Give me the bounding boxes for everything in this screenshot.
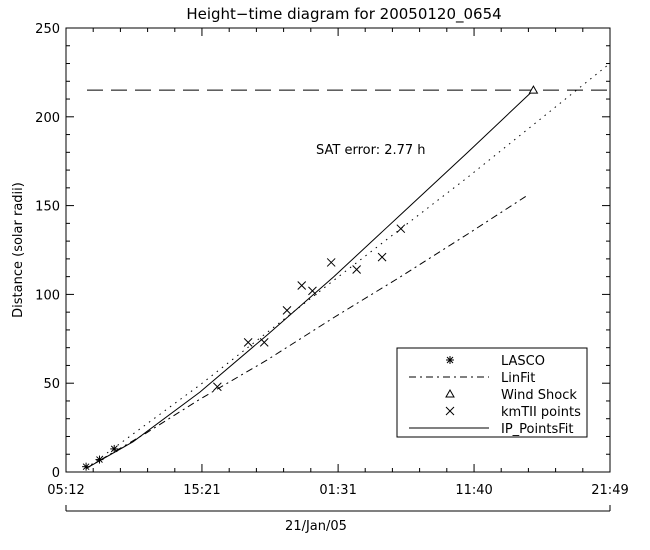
legend-label: LinFit	[501, 371, 535, 386]
x-tick-label: 21:49	[591, 483, 628, 498]
date-axis	[65, 505, 611, 512]
x-tick-label: 01:31	[319, 483, 356, 498]
kmtii-point	[308, 286, 317, 296]
x-tick-label: 05:12	[47, 483, 84, 498]
kmtii-point	[377, 252, 387, 262]
x-axis-label: 21/Jan/05	[285, 519, 347, 534]
kmtii-point	[212, 382, 222, 392]
series-line-linfit	[85, 194, 529, 469]
y-tick-label: 150	[35, 200, 60, 215]
x-tick-label: 11:40	[455, 483, 492, 498]
legend-entry: IP_PointsFit	[409, 422, 573, 437]
data-markers	[82, 85, 539, 471]
y-tick-label: 250	[35, 22, 60, 37]
lasco-point	[96, 456, 103, 463]
legend-box	[396, 347, 588, 438]
wind-shock-point	[528, 85, 539, 94]
lasco-point	[446, 356, 454, 364]
series-lines	[85, 63, 611, 469]
legend-label: kmTII points	[501, 405, 581, 420]
kmtii-point	[297, 281, 307, 290]
lasco-point	[82, 463, 90, 471]
x-axis: 05:12 15:21 01:31 11:40 21:49	[47, 28, 629, 498]
legend-entry: Wind Shock	[445, 388, 577, 403]
legend-entry: LASCO	[446, 354, 545, 369]
legend: LASCO LinFit Wind Shock kmTII points IP_Poin…	[396, 347, 588, 438]
lasco-point	[110, 445, 118, 453]
y-tick-label: 200	[35, 111, 60, 126]
legend-label: LASCO	[501, 354, 545, 369]
kmtii-point	[445, 406, 455, 416]
legend-entry: LinFit	[409, 371, 535, 386]
wind-shock-point	[445, 388, 455, 398]
sat-error-annotation: SAT error: 2.77 h	[316, 143, 426, 158]
x-tick-label: 15:21	[183, 483, 220, 498]
kmtii-point	[282, 306, 292, 315]
kmtii-point	[326, 258, 336, 267]
series-line-extrapolation	[85, 63, 611, 469]
kmtii-point	[243, 337, 253, 347]
y-tick-label: 100	[35, 288, 60, 303]
y-axis: 0 50 100 150 200 250	[35, 22, 610, 481]
chart-title: Height−time diagram for 20050120_0654	[186, 5, 501, 24]
legend-label: IP_PointsFit	[501, 422, 573, 437]
y-axis-label: Distance (solar radii)	[11, 182, 26, 318]
kmtii-point	[352, 265, 361, 274]
kmtii-point	[259, 337, 269, 347]
legend-entry: kmTII points	[445, 405, 581, 420]
y-tick-label: 50	[43, 377, 60, 392]
legend-label: Wind Shock	[501, 388, 577, 403]
kmtii-point	[396, 224, 406, 234]
y-tick-label: 0	[52, 466, 60, 481]
series-line-ip-pointsfit	[85, 89, 534, 469]
